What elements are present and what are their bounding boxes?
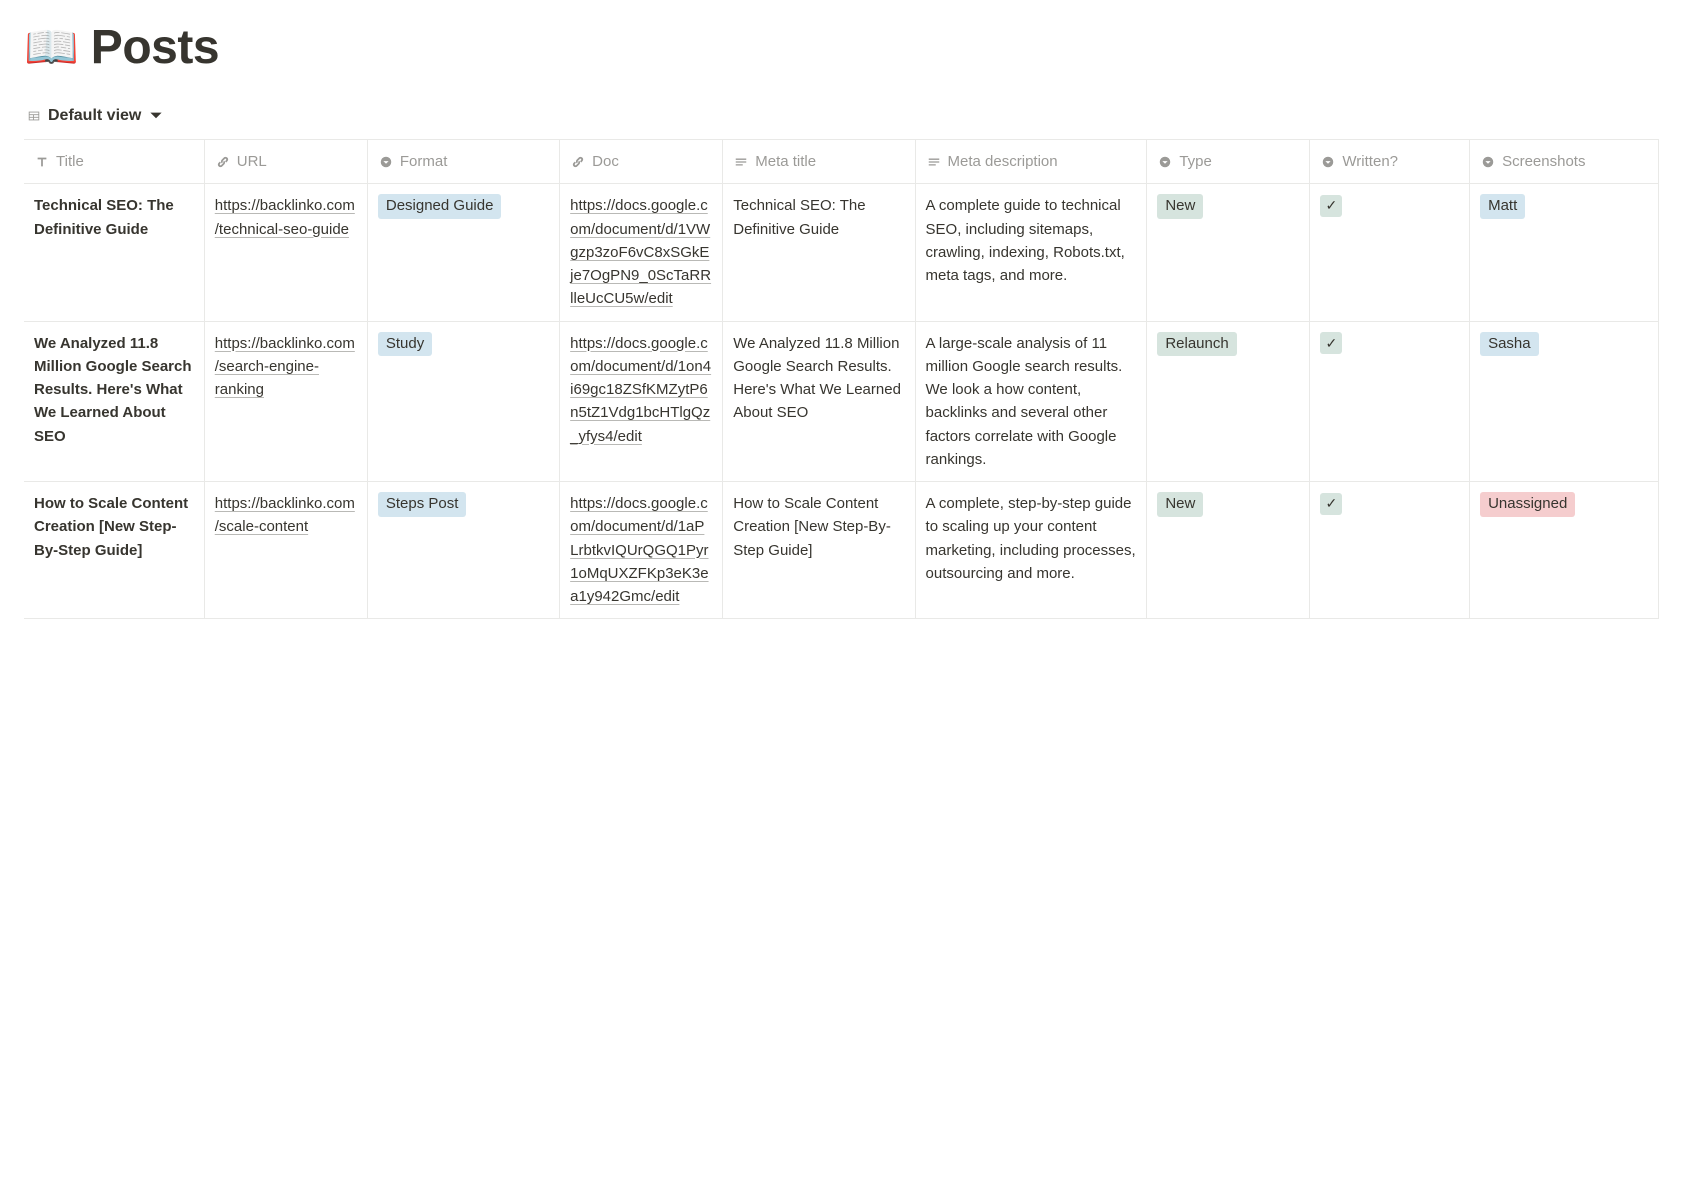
cell-meta-title[interactable]: How to Scale Content Creation [New Step-… bbox=[723, 482, 915, 619]
screenshots-tag: Unassigned bbox=[1480, 492, 1575, 517]
link-icon bbox=[570, 154, 586, 170]
cell-written[interactable]: ✓ bbox=[1310, 482, 1470, 619]
screenshots-tag: Sasha bbox=[1480, 332, 1539, 357]
col-header-type[interactable]: Type bbox=[1147, 140, 1310, 184]
col-label: Meta description bbox=[948, 150, 1058, 173]
cell-meta-desc[interactable]: A complete guide to technical SEO, inclu… bbox=[915, 184, 1147, 321]
written-check: ✓ bbox=[1320, 493, 1342, 515]
col-header-screenshots[interactable]: Screenshots bbox=[1470, 140, 1659, 184]
table-icon bbox=[26, 108, 42, 124]
text-title-icon bbox=[34, 154, 50, 170]
col-header-meta-title[interactable]: Meta title bbox=[723, 140, 915, 184]
format-tag: Steps Post bbox=[378, 492, 467, 517]
col-header-written[interactable]: Written? bbox=[1310, 140, 1470, 184]
cell-type[interactable]: New bbox=[1147, 482, 1310, 619]
cell-url[interactable]: https://backlinko.com/technical-seo-guid… bbox=[204, 184, 367, 321]
doc-text[interactable]: https://docs.google.com/document/d/1on4i… bbox=[570, 335, 711, 445]
col-label: Type bbox=[1179, 150, 1212, 173]
page-title[interactable]: Posts bbox=[91, 20, 219, 75]
link-icon bbox=[215, 154, 231, 170]
col-label: Doc bbox=[592, 150, 619, 173]
cell-format[interactable]: Study bbox=[367, 321, 559, 482]
col-label: Format bbox=[400, 150, 448, 173]
cell-written[interactable]: ✓ bbox=[1310, 321, 1470, 482]
select-icon bbox=[1480, 154, 1496, 170]
col-label: URL bbox=[237, 150, 267, 173]
format-tag: Study bbox=[378, 332, 432, 357]
cell-meta-title[interactable]: Technical SEO: The Definitive Guide bbox=[723, 184, 915, 321]
written-check: ✓ bbox=[1320, 332, 1342, 354]
select-icon bbox=[378, 154, 394, 170]
header-row: Title URL Format Doc Meta title Meta des… bbox=[24, 140, 1659, 184]
col-label: Title bbox=[56, 150, 84, 173]
doc-text[interactable]: https://docs.google.com/document/d/1VWgz… bbox=[570, 197, 711, 307]
page-header: 📖 Posts bbox=[24, 20, 1659, 75]
table-row[interactable]: Technical SEO: The Definitive Guidehttps… bbox=[24, 184, 1659, 321]
cell-url[interactable]: https://backlinko.com/search-engine-rank… bbox=[204, 321, 367, 482]
col-header-url[interactable]: URL bbox=[204, 140, 367, 184]
cell-screenshots[interactable]: Unassigned bbox=[1470, 482, 1659, 619]
col-header-format[interactable]: Format bbox=[367, 140, 559, 184]
cell-doc[interactable]: https://docs.google.com/document/d/1VWgz… bbox=[560, 184, 723, 321]
cell-doc[interactable]: https://docs.google.com/document/d/1aPLr… bbox=[560, 482, 723, 619]
url-text[interactable]: https://backlinko.com/technical-seo-guid… bbox=[215, 197, 355, 237]
view-label: Default view bbox=[48, 107, 141, 125]
table-row[interactable]: How to Scale Content Creation [New Step-… bbox=[24, 482, 1659, 619]
cell-format[interactable]: Designed Guide bbox=[367, 184, 559, 321]
cell-type[interactable]: New bbox=[1147, 184, 1310, 321]
cell-type[interactable]: Relaunch bbox=[1147, 321, 1310, 482]
chevron-down-icon bbox=[147, 107, 165, 125]
url-text[interactable]: https://backlinko.com/scale-content bbox=[215, 495, 355, 535]
col-label: Written? bbox=[1342, 150, 1398, 173]
cell-title[interactable]: Technical SEO: The Definitive Guide bbox=[24, 184, 204, 321]
screenshots-tag: Matt bbox=[1480, 194, 1525, 219]
cell-format[interactable]: Steps Post bbox=[367, 482, 559, 619]
cell-title[interactable]: How to Scale Content Creation [New Step-… bbox=[24, 482, 204, 619]
cell-meta-title[interactable]: We Analyzed 11.8 Million Google Search R… bbox=[723, 321, 915, 482]
cell-screenshots[interactable]: Matt bbox=[1470, 184, 1659, 321]
cell-screenshots[interactable]: Sasha bbox=[1470, 321, 1659, 482]
cell-meta-desc[interactable]: A complete, step-by-step guide to scalin… bbox=[915, 482, 1147, 619]
select-icon bbox=[1320, 154, 1336, 170]
lines-icon bbox=[733, 154, 749, 170]
col-label: Meta title bbox=[755, 150, 816, 173]
cell-doc[interactable]: https://docs.google.com/document/d/1on4i… bbox=[560, 321, 723, 482]
cell-meta-desc[interactable]: A large-scale analysis of 11 million Goo… bbox=[915, 321, 1147, 482]
select-icon bbox=[1157, 154, 1173, 170]
cell-written[interactable]: ✓ bbox=[1310, 184, 1470, 321]
type-tag: New bbox=[1157, 492, 1203, 517]
written-check: ✓ bbox=[1320, 195, 1342, 217]
table-row[interactable]: We Analyzed 11.8 Million Google Search R… bbox=[24, 321, 1659, 482]
page-icon[interactable]: 📖 bbox=[24, 26, 79, 70]
database-table: Title URL Format Doc Meta title Meta des… bbox=[24, 139, 1659, 619]
lines-icon bbox=[926, 154, 942, 170]
col-header-title[interactable]: Title bbox=[24, 140, 204, 184]
cell-url[interactable]: https://backlinko.com/scale-content bbox=[204, 482, 367, 619]
col-header-meta-desc[interactable]: Meta description bbox=[915, 140, 1147, 184]
type-tag: Relaunch bbox=[1157, 332, 1236, 357]
col-label: Screenshots bbox=[1502, 150, 1585, 173]
format-tag: Designed Guide bbox=[378, 194, 502, 219]
type-tag: New bbox=[1157, 194, 1203, 219]
doc-text[interactable]: https://docs.google.com/document/d/1aPLr… bbox=[570, 495, 708, 605]
view-switcher[interactable]: Default view bbox=[24, 103, 167, 129]
cell-title[interactable]: We Analyzed 11.8 Million Google Search R… bbox=[24, 321, 204, 482]
url-text[interactable]: https://backlinko.com/search-engine-rank… bbox=[215, 335, 355, 399]
col-header-doc[interactable]: Doc bbox=[560, 140, 723, 184]
